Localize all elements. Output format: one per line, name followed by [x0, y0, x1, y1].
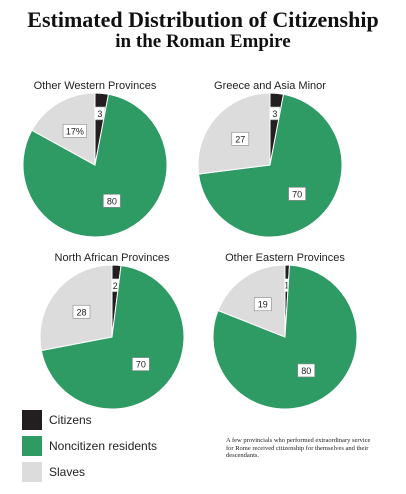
legend-swatch-citizens — [22, 410, 42, 430]
slice-value-label: 28 — [76, 307, 86, 317]
pie-slice-noncitizen-residents — [198, 93, 343, 238]
pie-slice-noncitizen-residents — [40, 265, 185, 410]
pie-chart-4: Other Eastern Provinces 1 80 19 — [212, 252, 358, 410]
pie-title: Other Western Provinces — [34, 80, 157, 92]
slice-label-box — [253, 297, 272, 312]
legend-item-noncitizens: Noncitizen residents — [22, 436, 242, 458]
slice-value-label: 1 — [284, 281, 289, 291]
legend-label-citizens: Citizens — [49, 413, 92, 427]
title-line-2: in the Roman Empire — [115, 31, 291, 52]
slice-value-label: 70 — [136, 360, 146, 370]
slice-label-box — [288, 187, 306, 201]
slice-label-box — [62, 124, 87, 138]
legend-swatch-noncitizens — [22, 436, 42, 456]
legend-item-slaves: Slaves — [22, 462, 242, 484]
slice-value-label: 80 — [107, 196, 117, 206]
slice-value-label: 27 — [235, 134, 245, 144]
slice-value-label: 2 — [113, 281, 118, 291]
slice-label-box — [297, 363, 316, 378]
slice-value-label: 70 — [292, 189, 302, 199]
footnote: A few provincials who performed extraord… — [226, 437, 371, 459]
legend-item-citizens: Citizens — [22, 410, 242, 432]
title-line-1: Estimated Distribution of Citizenship — [27, 7, 379, 32]
slice-label-box — [231, 132, 250, 146]
pie-chart-3: North African Provinces 2 70 28 — [39, 252, 185, 410]
slice-label-box — [103, 194, 121, 208]
pie-title: North African Provinces — [55, 252, 170, 264]
legend-label-noncitizens: Noncitizen residents — [49, 439, 158, 453]
pie-slice-slaves — [217, 264, 286, 338]
slice-label-box — [132, 357, 150, 371]
pie-title: Other Eastern Provinces — [225, 252, 345, 264]
slice-value-label: 3 — [97, 109, 102, 119]
slice-value-label: 3 — [272, 109, 277, 119]
pie-chart-2: Greece and Asia Minor 3 70 27 — [197, 80, 343, 238]
chart-title: Estimated Distribution of Citizenship in… — [0, 8, 406, 52]
pie-title: Greece and Asia Minor — [214, 80, 326, 92]
legend-label-slaves: Slaves — [49, 465, 86, 479]
legend-swatch-slaves — [22, 462, 42, 482]
pie-slice-noncitizen-residents — [22, 93, 168, 238]
slice-label-box — [72, 304, 91, 319]
slice-value-label: 19 — [258, 300, 268, 310]
slice-value-label: 17% — [66, 126, 84, 136]
slice-value-label: 80 — [301, 366, 311, 376]
pie-chart-1: Other Western Provinces 3 80 17% — [22, 80, 168, 238]
